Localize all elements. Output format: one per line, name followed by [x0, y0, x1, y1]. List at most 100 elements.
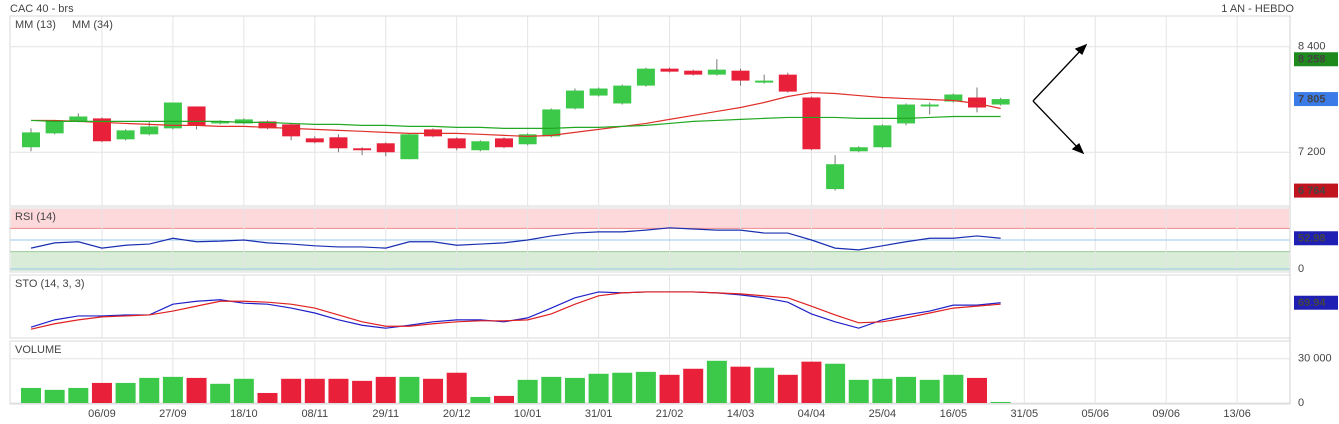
panel-title: VOLUME	[15, 344, 61, 356]
candle-body	[45, 121, 64, 134]
volume-bar	[659, 374, 680, 403]
volume-bar	[186, 377, 207, 403]
candle-body	[944, 94, 963, 102]
volume-bar	[399, 376, 420, 403]
x-tick-label: 29/11	[372, 408, 399, 420]
candle-body	[565, 90, 584, 109]
price-marker	[1294, 183, 1338, 198]
price-marker-label: 7 805	[1298, 93, 1326, 105]
volume-bar	[990, 401, 1011, 403]
panel-title: STO (14, 3, 3)	[15, 278, 85, 290]
volume-bar	[683, 368, 704, 403]
x-tick-label: 20/12	[443, 408, 471, 420]
volume-bar	[564, 377, 585, 403]
volume-bar	[777, 374, 798, 403]
panel	[9, 15, 1291, 207]
x-tick-label: 13/06	[1223, 408, 1251, 420]
volume-bar	[470, 396, 491, 403]
volume-bar	[730, 366, 751, 403]
volume-bar	[517, 379, 538, 403]
price-marker	[1294, 92, 1338, 107]
x-tick-label: 31/01	[585, 408, 613, 420]
candle-body	[140, 126, 159, 135]
x-tick-label: 06/09	[88, 408, 116, 420]
x-tick-label: 08/11	[301, 408, 328, 420]
volume-bar	[423, 378, 444, 403]
volume-bar	[304, 378, 325, 403]
candle-body	[400, 134, 419, 160]
candle-body	[116, 130, 135, 140]
candle-body	[518, 134, 537, 145]
volume-bar	[943, 374, 964, 403]
candle-body	[826, 164, 845, 190]
candle-body	[684, 70, 703, 75]
candle-body	[589, 88, 608, 96]
chart-subtitle: 1 AN - HEBDO	[1221, 3, 1294, 15]
legend-entry: MM (13)	[15, 19, 56, 31]
x-tick-label: 21/02	[656, 408, 684, 420]
candle-body	[163, 102, 182, 129]
candle-body	[849, 147, 868, 152]
candle-body	[447, 138, 466, 149]
candle-body	[258, 121, 277, 129]
panel	[9, 274, 1291, 339]
volume-bar	[588, 373, 609, 403]
volume-bar	[115, 382, 136, 403]
x-tick-label: 25/04	[869, 408, 897, 420]
volume-bar	[494, 395, 514, 403]
oversold-zone	[11, 251, 1289, 271]
volume-bar	[612, 372, 633, 403]
y-tick-label: 0	[1298, 397, 1304, 409]
volume-bar	[375, 376, 396, 403]
arrow-head	[1074, 43, 1088, 56]
candle-body	[305, 138, 324, 143]
x-tick-label: 05/06	[1081, 408, 1109, 420]
arrow-head	[1071, 142, 1085, 155]
x-tick-label: 04/04	[798, 408, 826, 420]
candle-body	[471, 141, 490, 151]
panel-title: RSI (14)	[15, 211, 56, 223]
volume-bar	[754, 367, 775, 403]
series-line	[30, 291, 1001, 330]
chart-title: CAC 40 - brs	[10, 3, 74, 15]
arrow-up	[1032, 47, 1084, 102]
volume-bar	[848, 379, 869, 403]
volume-bar	[801, 361, 822, 403]
volume-bar	[281, 378, 302, 403]
candle-body	[187, 106, 206, 126]
x-tick-label: 14/03	[727, 408, 755, 420]
candle-body	[873, 125, 892, 148]
series-line	[30, 227, 1001, 251]
candle-body	[495, 138, 513, 148]
price-marker-label: 52.98	[1298, 233, 1326, 245]
volume-bar	[635, 371, 656, 403]
arrow-down	[1032, 100, 1081, 151]
candle-body	[660, 68, 679, 72]
candle-body	[234, 119, 253, 124]
volume-bar	[233, 378, 254, 403]
x-tick-label: 10/01	[514, 408, 542, 420]
candle-body	[755, 80, 774, 83]
volume-bar	[352, 380, 373, 403]
candle-body	[542, 109, 561, 137]
x-tick-label: 18/10	[230, 408, 258, 420]
candle-body	[376, 143, 395, 153]
candle-body	[92, 118, 111, 142]
y-tick-label: 7 200	[1298, 146, 1326, 158]
x-tick-label: 09/06	[1152, 408, 1180, 420]
volume-bar	[210, 383, 231, 403]
candle-body	[211, 121, 230, 124]
y-tick-label: 0	[1298, 263, 1304, 275]
volume-bar	[896, 376, 917, 403]
y-tick-label: 8 400	[1298, 41, 1326, 53]
candle-body	[613, 85, 632, 104]
volume-bar	[44, 389, 65, 403]
y-tick-label: 30 000	[1298, 353, 1332, 365]
volume-bar	[68, 387, 89, 403]
price-marker-label: 8 258	[1298, 54, 1326, 66]
volume-bar	[446, 372, 467, 403]
series-line	[30, 115, 1001, 129]
price-marker	[1294, 52, 1338, 67]
candle-body	[920, 104, 939, 107]
